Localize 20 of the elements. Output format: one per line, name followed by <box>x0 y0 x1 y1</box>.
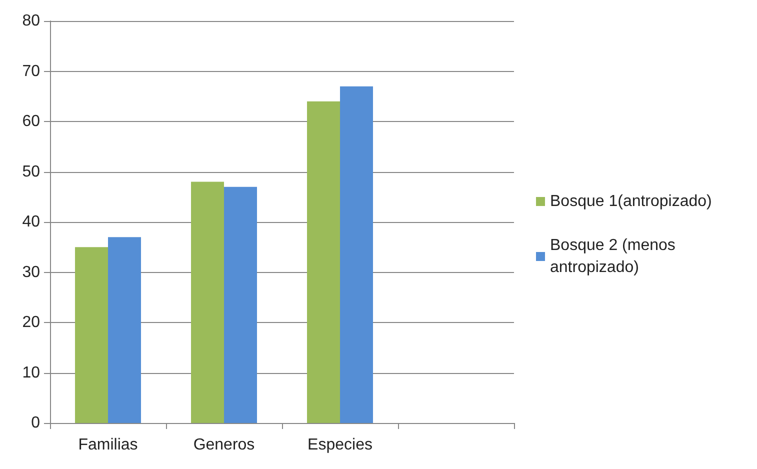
legend-label: Bosque 1(antropizado) <box>550 193 712 210</box>
y-tick-label: 60 <box>22 113 40 130</box>
y-tick-label: 80 <box>22 12 40 30</box>
x-tick-label: Generos <box>193 436 255 454</box>
x-tick-label: Especies <box>308 436 372 454</box>
bar <box>307 101 340 423</box>
y-tick-label: 10 <box>22 364 40 382</box>
bar <box>340 86 373 423</box>
y-tick-label: 40 <box>22 214 40 230</box>
y-tick-label: 70 <box>22 62 40 80</box>
x-tick-label: Familias <box>78 436 138 454</box>
bar <box>191 182 224 423</box>
y-tick-label: 30 <box>22 264 40 281</box>
y-tick-label: 0 <box>31 414 40 432</box>
bar <box>75 247 108 423</box>
bar <box>108 237 141 423</box>
y-tick-label: 20 <box>22 314 40 331</box>
y-tick-label: 50 <box>22 163 40 180</box>
bar <box>224 186 257 423</box>
legend-label: Bosque 2 (menos antropizado) <box>550 237 680 276</box>
